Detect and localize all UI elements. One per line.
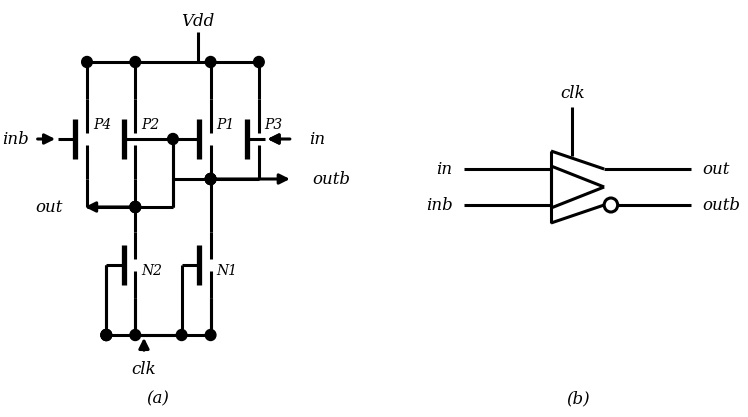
- Text: out: out: [35, 198, 63, 216]
- Circle shape: [254, 56, 264, 68]
- Circle shape: [101, 329, 111, 341]
- Text: outb: outb: [702, 196, 741, 214]
- Text: P3: P3: [265, 118, 283, 132]
- Circle shape: [130, 56, 141, 68]
- Circle shape: [205, 329, 216, 341]
- Circle shape: [130, 329, 141, 341]
- Text: (a): (a): [146, 390, 169, 407]
- Text: inb: inb: [426, 196, 453, 214]
- Text: clk: clk: [560, 85, 585, 101]
- Circle shape: [101, 329, 111, 341]
- Circle shape: [205, 173, 216, 184]
- Text: in: in: [309, 131, 325, 148]
- Circle shape: [205, 173, 216, 184]
- Circle shape: [82, 56, 92, 68]
- Text: P1: P1: [216, 118, 235, 132]
- Text: N2: N2: [141, 264, 162, 278]
- Circle shape: [101, 329, 111, 341]
- Text: outb: outb: [312, 171, 350, 188]
- Circle shape: [130, 201, 141, 213]
- Circle shape: [177, 329, 187, 341]
- Text: N1: N1: [216, 264, 237, 278]
- Text: Vdd: Vdd: [182, 13, 215, 30]
- Circle shape: [205, 56, 216, 68]
- Circle shape: [205, 173, 216, 184]
- Text: in: in: [436, 161, 453, 178]
- Text: (b): (b): [565, 390, 589, 407]
- Text: inb: inb: [2, 131, 29, 148]
- Circle shape: [130, 201, 141, 213]
- Text: clk: clk: [132, 362, 156, 379]
- Circle shape: [168, 133, 178, 145]
- Text: P4: P4: [93, 118, 111, 132]
- Circle shape: [604, 198, 618, 212]
- Text: out: out: [702, 161, 730, 178]
- Circle shape: [130, 201, 141, 213]
- Text: P2: P2: [141, 118, 159, 132]
